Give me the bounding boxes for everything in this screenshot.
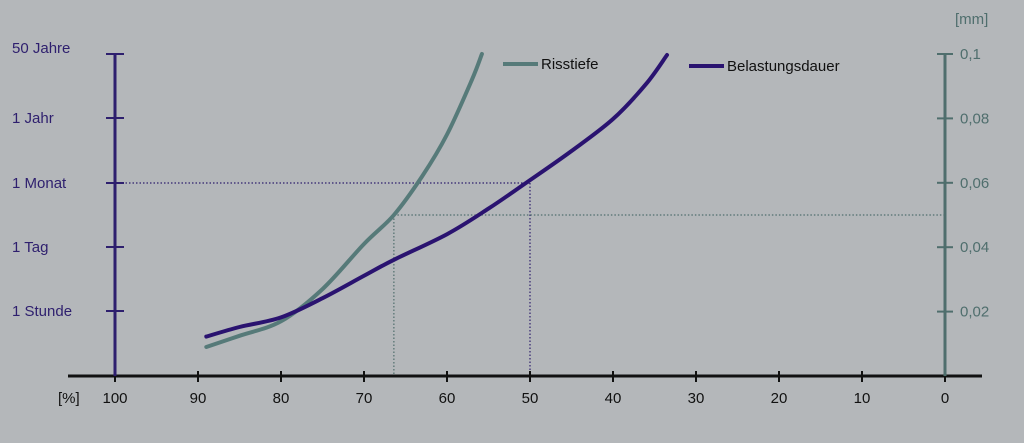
left-tick-label: 50 Jahre: [12, 40, 70, 57]
x-axis-label: [%]: [58, 390, 80, 407]
x-tick-label: 100: [102, 390, 127, 407]
x-tick-label: 70: [356, 390, 373, 407]
x-tick-label: 0: [941, 390, 949, 407]
x-tick-label: 90: [190, 390, 207, 407]
left-tick-label: 1 Tag: [12, 239, 48, 256]
x-tick-label: 10: [854, 390, 871, 407]
x-tick-label: 60: [439, 390, 456, 407]
left-tick-label: 1 Monat: [12, 175, 67, 192]
legend-label-risstiefe: Risstiefe: [541, 56, 599, 73]
right-tick-label: 0,06: [960, 175, 989, 192]
left-tick-label: 1 Jahr: [12, 110, 54, 127]
x-tick-label: 80: [273, 390, 290, 407]
right-tick-label: 0,04: [960, 239, 989, 256]
right-tick-label: 0,02: [960, 304, 989, 321]
x-tick-label: 20: [771, 390, 788, 407]
right-tick-label: 0,1: [960, 46, 981, 63]
series-line-belastungsdauer: [204, 53, 669, 339]
x-tick-label: 40: [605, 390, 622, 407]
right-tick-label: 0,08: [960, 110, 989, 127]
series-line-risstiefe: [204, 52, 484, 349]
x-tick-label: 30: [688, 390, 705, 407]
right-axis-unit-label: [mm]: [955, 11, 988, 28]
left-tick-label: 1 Stunde: [12, 303, 72, 320]
legend-label-belastungsdauer: Belastungsdauer: [727, 58, 840, 75]
x-tick-label: 50: [522, 390, 539, 407]
